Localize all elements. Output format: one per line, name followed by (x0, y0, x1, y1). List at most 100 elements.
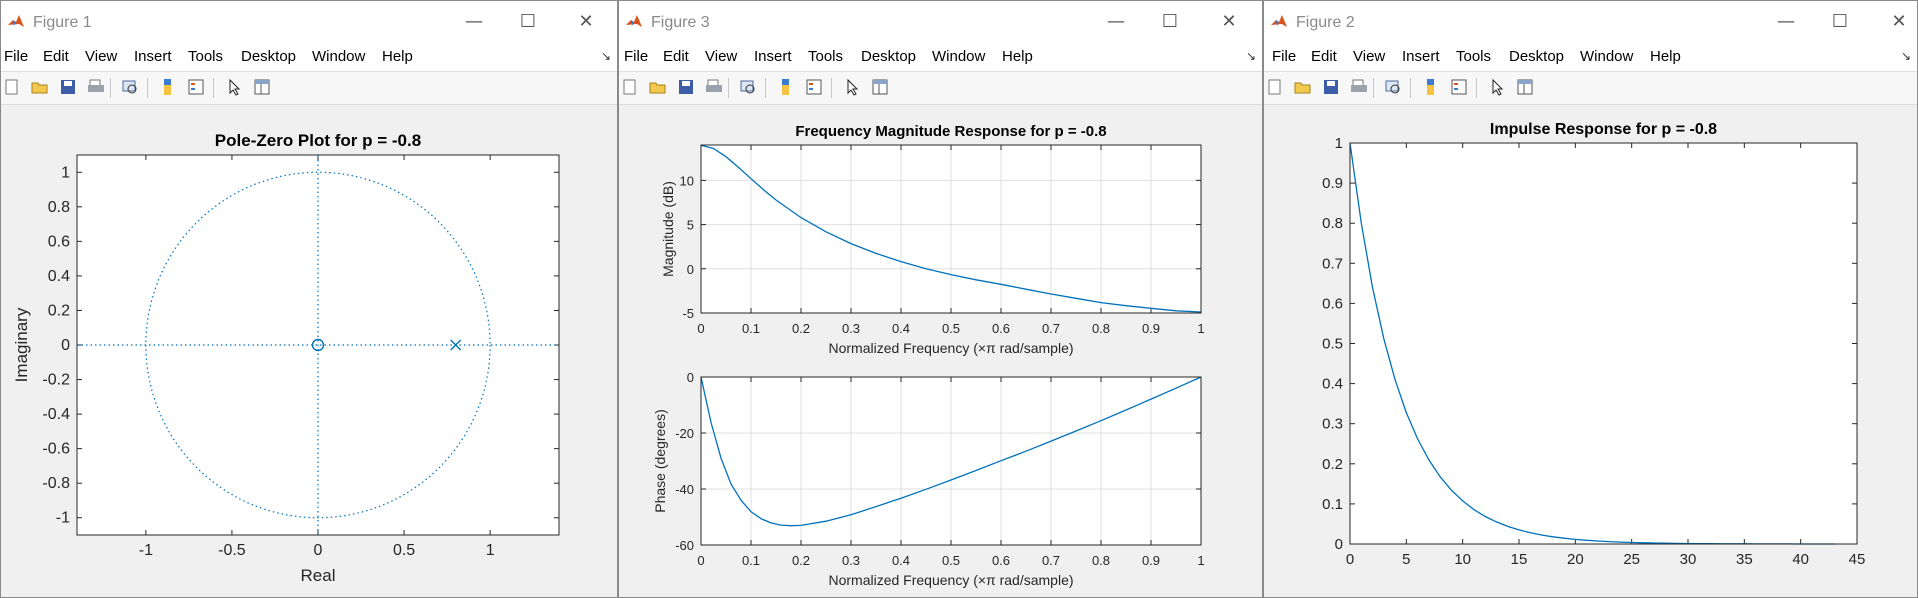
y-tick-label: 0 (1335, 536, 1343, 553)
menu-desktop[interactable]: Desktop (1509, 48, 1565, 65)
toolbar-separator (1373, 78, 1374, 98)
menu-window[interactable]: Window (312, 48, 366, 65)
y-tick-label: -60 (675, 538, 694, 553)
toolbar-separator (765, 78, 766, 98)
menu-help[interactable]: Help (1002, 48, 1033, 65)
x-tick-label: 0.7 (1042, 553, 1060, 568)
y-axis-label: Imaginary (12, 307, 31, 382)
x-tick-label: 0.8 (1092, 321, 1110, 336)
property-editor-icon[interactable] (253, 78, 271, 96)
menu-tools[interactable]: Tools (188, 48, 224, 65)
x-tick-label: 25 (1623, 551, 1640, 568)
title-bar[interactable]: Figure 2 — ☐ ✕ (1264, 1, 1917, 43)
menu-view[interactable]: View (1353, 48, 1386, 65)
menu-tools[interactable]: Tools (808, 48, 844, 65)
window-title: Figure 3 (651, 14, 710, 31)
x-tick-label: 0.6 (992, 321, 1010, 336)
menu-view[interactable]: View (705, 48, 738, 65)
x-axis-label: Normalized Frequency (×π rad/sample) (828, 572, 1073, 588)
menu-insert[interactable]: Insert (1402, 48, 1440, 65)
x-tick-label: 35 (1736, 551, 1753, 568)
y-tick-label: 0.7 (1322, 255, 1343, 272)
open-file-icon[interactable] (1294, 78, 1312, 96)
menu-file[interactable]: File (624, 48, 649, 65)
menu-tools[interactable]: Tools (1456, 48, 1492, 65)
menu-help[interactable]: Help (1650, 48, 1681, 65)
menu-edit[interactable]: Edit (663, 48, 689, 65)
print-preview-icon[interactable] (1384, 78, 1402, 96)
frequency-response-plots[interactable]: 0 0.1 0.2 0.3 0.4 0.5 0.6 0.7 0.8 0.9 11050-5Frequ… (619, 103, 1263, 598)
x-tick-label: 0.9 (1142, 321, 1160, 336)
menu-insert[interactable]: Insert (134, 48, 172, 65)
impulse-response-plot[interactable]: 0 5 10 15 20 25 30 35 40 45 1 0.9 0.8 0.7 0.6 0.5 0.4 0.3… (1264, 103, 1918, 598)
pole-zero-plot[interactable]: -1 -0.5 0 0.5 1 1 0.8 0.6 0.4 0.2 0 -0.2 -0.4 -0.6 -0.… (1, 103, 618, 598)
new-figure-icon[interactable] (621, 78, 639, 96)
print-preview-icon[interactable] (121, 78, 139, 96)
minimize-icon[interactable]: — (1777, 11, 1795, 32)
menu-edit[interactable]: Edit (43, 48, 69, 65)
colorbar-icon[interactable] (159, 78, 177, 96)
figure-2-window[interactable]: Figure 2 — ☐ ✕ File Edit View Insert Too… (1263, 0, 1918, 598)
minimize-icon[interactable]: — (465, 11, 483, 32)
menu-insert[interactable]: Insert (754, 48, 792, 65)
x-tick-label: 5 (1402, 551, 1410, 568)
y-tick-label: 0.6 (48, 233, 70, 250)
colorbar-icon[interactable] (1422, 78, 1440, 96)
x-tick-label: 0.9 (1142, 553, 1160, 568)
close-icon[interactable]: ✕ (578, 11, 594, 32)
y-tick-label: 0 (61, 337, 70, 354)
y-tick-label: 5 (687, 218, 694, 233)
maximize-icon[interactable]: ☐ (519, 11, 537, 32)
save-icon[interactable] (1322, 78, 1340, 96)
print-icon[interactable] (87, 78, 105, 96)
menu-desktop[interactable]: Desktop (861, 48, 917, 65)
property-editor-icon[interactable] (1516, 78, 1534, 96)
y-tick-label: -0.8 (42, 475, 70, 492)
save-icon[interactable] (59, 78, 77, 96)
title-bar[interactable]: Figure 1 — ☐ ✕ (1, 1, 617, 43)
figure-3-window[interactable]: Figure 3 — ☐ ✕ File Edit View Insert Too… (618, 0, 1263, 598)
y-tick-label: 0 (687, 370, 694, 385)
maximize-icon[interactable]: ☐ (1161, 11, 1179, 32)
print-preview-icon[interactable] (739, 78, 757, 96)
menu-desktop[interactable]: Desktop (241, 48, 297, 65)
menu-view[interactable]: View (85, 48, 118, 65)
menu-edit[interactable]: Edit (1311, 48, 1337, 65)
close-icon[interactable]: ✕ (1221, 11, 1237, 32)
pointer-icon[interactable] (843, 78, 861, 96)
plot-area (1350, 143, 1857, 544)
menu-help[interactable]: Help (382, 48, 413, 65)
figure-1-window[interactable]: Figure 1 — ☐ ✕ File Edit View Insert Too… (0, 0, 618, 598)
colorbar-icon[interactable] (777, 78, 795, 96)
dock-arrow-icon[interactable]: ↘ (1246, 49, 1257, 63)
menu-window[interactable]: Window (1580, 48, 1634, 65)
legend-icon[interactable] (805, 78, 823, 96)
save-icon[interactable] (677, 78, 695, 96)
y-tick-label: -20 (675, 426, 694, 441)
menu-file[interactable]: File (1272, 48, 1297, 65)
open-file-icon[interactable] (31, 78, 49, 96)
window-title: Figure 1 (33, 14, 92, 31)
legend-icon[interactable] (187, 78, 205, 96)
property-editor-icon[interactable] (871, 78, 889, 96)
print-icon[interactable] (1350, 78, 1368, 96)
menu-file[interactable]: File (4, 48, 29, 65)
open-file-icon[interactable] (649, 78, 667, 96)
dock-arrow-icon[interactable]: ↘ (1901, 49, 1912, 63)
minimize-icon[interactable]: — (1107, 11, 1125, 32)
close-icon[interactable]: ✕ (1891, 11, 1907, 32)
new-figure-icon[interactable] (1266, 78, 1284, 96)
y-tick-label: 0.8 (1322, 215, 1343, 232)
x-tick-label: 45 (1849, 551, 1866, 568)
menu-window[interactable]: Window (932, 48, 986, 65)
print-icon[interactable] (705, 78, 723, 96)
pointer-icon[interactable] (1488, 78, 1506, 96)
new-figure-icon[interactable] (3, 78, 21, 96)
dock-arrow-icon[interactable]: ↘ (601, 49, 612, 63)
legend-icon[interactable] (1450, 78, 1468, 96)
x-tick-label: 0.8 (1092, 553, 1110, 568)
matlab-logo-icon (1271, 15, 1287, 27)
title-bar[interactable]: Figure 3 — ☐ ✕ (619, 1, 1262, 43)
maximize-icon[interactable]: ☐ (1831, 11, 1849, 32)
pointer-icon[interactable] (225, 78, 243, 96)
